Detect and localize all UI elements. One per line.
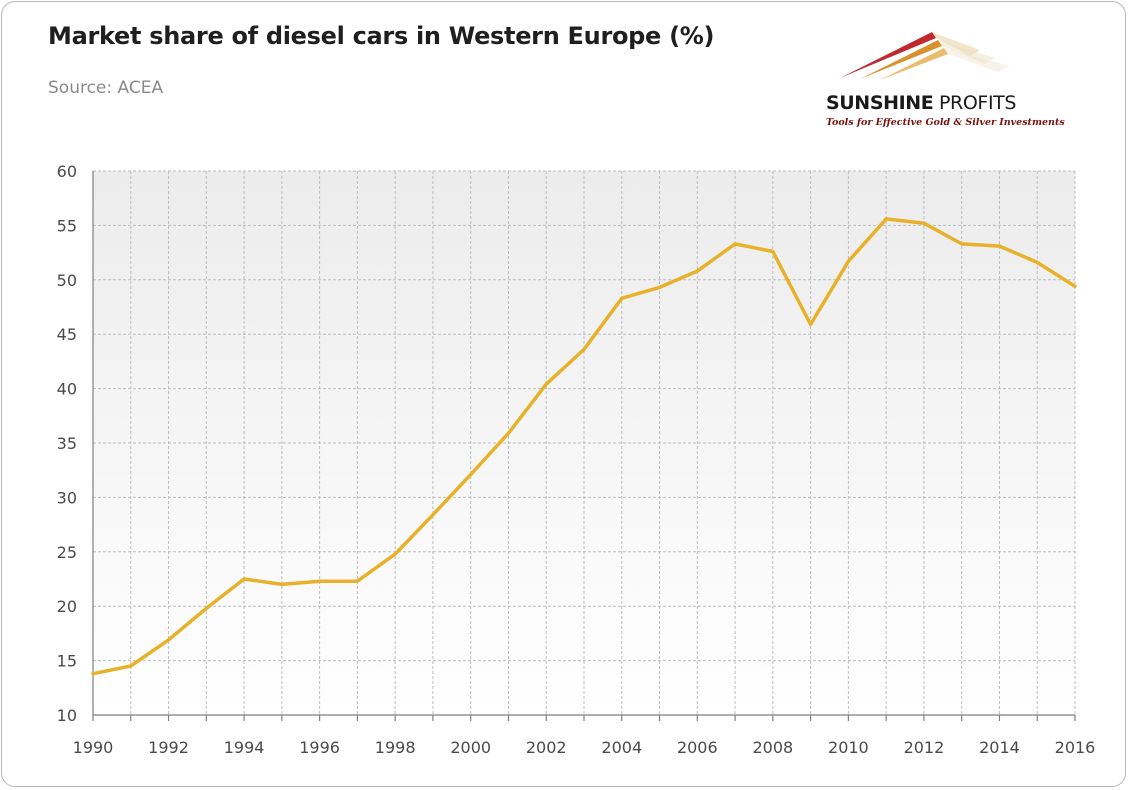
x-tick-label: 2014 — [979, 738, 1020, 757]
x-tick-label: 1994 — [224, 738, 265, 757]
x-tick-labels: 1990 1992 1994 1996 1998 2000 2002 2004 2006 2008… — [73, 738, 1096, 757]
logo-rays-icon — [840, 32, 1010, 80]
y-tick-label: 45 — [57, 325, 77, 344]
x-tick-label: 1998 — [375, 738, 416, 757]
logo-name: SUNSHINE PROFITS — [826, 92, 1017, 114]
y-tick-label: 50 — [57, 271, 77, 290]
y-tick-label: 60 — [57, 162, 77, 181]
series-group — [91, 217, 1077, 676]
x-tick-label: 2008 — [752, 738, 793, 757]
y-tick-label: 30 — [57, 488, 77, 507]
x-tick-label: 2010 — [828, 738, 869, 757]
x-tick-label: 2002 — [526, 738, 567, 757]
logo-tagline: Tools for Effective Gold & Silver Invest… — [826, 117, 1065, 128]
sunshine-profits-logo: SUNSHINE PROFITS Tools for Effective Gol… — [820, 26, 1065, 136]
y-tick-label: 40 — [57, 380, 77, 399]
x-tick-label: 2012 — [904, 738, 945, 757]
y-tick-label: 25 — [57, 543, 77, 562]
x-tick-label: 2000 — [450, 738, 491, 757]
x-tick-label: 2016 — [1055, 738, 1096, 757]
y-tick-label: 15 — [57, 652, 77, 671]
chart-source: Source: ACEA — [48, 78, 164, 98]
x-tick-label: 1992 — [148, 738, 189, 757]
x-tick-label: 1996 — [299, 738, 340, 757]
y-tick-label: 20 — [57, 597, 77, 616]
y-tick-labels: 10 15 20 25 30 35 40 45 50 55 60 — [57, 162, 77, 725]
y-tick-label: 55 — [57, 216, 77, 235]
y-tick-label: 35 — [57, 434, 77, 453]
x-tick-label: 2006 — [677, 738, 718, 757]
x-tick-label: 1990 — [73, 738, 114, 757]
chart-title: Market share of diesel cars in Western E… — [48, 22, 715, 50]
series-line — [91, 217, 1077, 676]
y-tick-label: 10 — [57, 706, 77, 725]
axes — [92, 171, 1076, 721]
x-tick-label: 2004 — [601, 738, 642, 757]
